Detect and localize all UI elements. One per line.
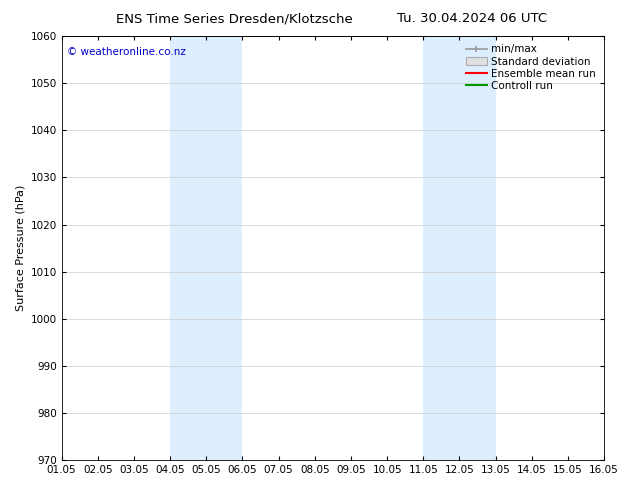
Text: Tu. 30.04.2024 06 UTC: Tu. 30.04.2024 06 UTC [398, 12, 547, 25]
Legend: min/max, Standard deviation, Ensemble mean run, Controll run: min/max, Standard deviation, Ensemble me… [463, 41, 599, 94]
Y-axis label: Surface Pressure (hPa): Surface Pressure (hPa) [15, 185, 25, 311]
Bar [424, 36, 496, 460]
Text: ENS Time Series Dresden/Klotzsche: ENS Time Series Dresden/Klotzsche [116, 12, 353, 25]
Text: © weatheronline.co.nz: © weatheronline.co.nz [67, 47, 186, 57]
Bar [170, 36, 242, 460]
